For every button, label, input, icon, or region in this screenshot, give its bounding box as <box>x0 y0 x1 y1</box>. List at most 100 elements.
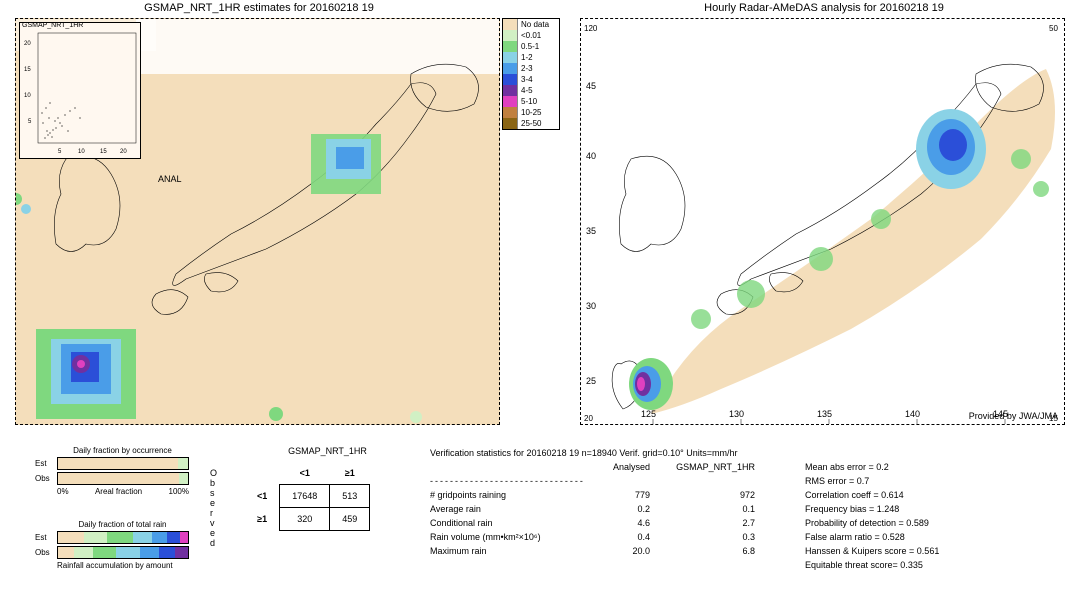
frac-occ-title: Daily fraction by occurrence <box>35 446 210 455</box>
bar-segment <box>58 473 179 484</box>
bar-row: Obs <box>35 472 210 485</box>
stacked-bar <box>57 457 189 470</box>
bar-segment <box>93 547 116 558</box>
stats-metric: Probability of detection = 0.589 <box>805 516 939 530</box>
svg-text:15: 15 <box>24 67 31 73</box>
svg-text:135: 135 <box>817 409 832 419</box>
bar-row-label: Obs <box>35 548 57 557</box>
left-map-title: GSMAP_NRT_1HR estimates for 20160218 19 <box>15 2 503 14</box>
ct-row2: ≥1 <box>245 508 280 531</box>
stats-metric: RMS error = 0.7 <box>805 474 939 488</box>
stats-row-g: 0.3 <box>650 530 755 544</box>
legend-row: 2-3 <box>503 63 559 74</box>
anal-label: ANAL <box>158 174 182 184</box>
observed-label: Observed <box>210 468 217 548</box>
frac-rain-footer: Rainfall accumulation by amount <box>57 561 210 570</box>
xtick: 125 <box>641 409 656 419</box>
legend-row: 4-5 <box>503 85 559 96</box>
ct-c10: 320 <box>280 508 330 531</box>
stats-metric: Hanssen & Kuipers score = 0.561 <box>805 544 939 558</box>
legend-swatch <box>503 63 518 74</box>
stats-metric: False alarm ratio = 0.528 <box>805 530 939 544</box>
bar-segment <box>133 532 151 543</box>
legend-row: 3-4 <box>503 74 559 85</box>
legend-label: 2-3 <box>518 64 533 73</box>
color-legend: No data<0.010.5-11-2 2-3 3-44-55-10 10-25 25… <box>502 18 560 130</box>
left-map-inset: GSMAP_NRT_1HR 20 15 10 5 5 10 15 20 <box>19 22 141 159</box>
left-map-panel: GSMAP_NRT_1HR 20 15 10 5 5 10 15 20 <box>15 18 500 425</box>
stats-row-a: 779 <box>585 488 650 502</box>
stats-row: Maximum rain20.06.8 <box>430 544 755 558</box>
svg-text:45: 45 <box>586 81 596 91</box>
bar-segment <box>58 458 178 469</box>
legend-row: 5-10 <box>503 96 559 107</box>
svg-text:140: 140 <box>905 409 920 419</box>
stats-dashes: ------------------------------- <box>430 474 755 488</box>
stats-metrics: Mean abs error = 0.2RMS error = 0.7Corre… <box>805 460 939 572</box>
stats-row-g: 6.8 <box>650 544 755 558</box>
legend-label: 25-50 <box>518 119 541 128</box>
bar-row: Est <box>35 531 210 544</box>
legend-swatch <box>503 41 518 52</box>
legend-row: 0.5-1 <box>503 41 559 52</box>
svg-text:10: 10 <box>78 149 85 155</box>
contingency-table: <1 ≥1 <1 17648 513 ≥1 320 459 <box>245 462 370 531</box>
bar-row: Obs <box>35 546 210 559</box>
legend-label: 3-4 <box>518 75 533 84</box>
bar-segment <box>180 532 188 543</box>
legend-label: No data <box>518 20 549 29</box>
stats-row-name: Rain volume (mm•km²×10⁶) <box>430 530 585 544</box>
axis-mid: Areal fraction <box>95 487 142 496</box>
right-map-title: Hourly Radar-AMeDAS analysis for 2016021… <box>580 2 1068 14</box>
svg-text:20: 20 <box>24 41 31 47</box>
stacked-bar <box>57 546 189 559</box>
stats-row-name: Conditional rain <box>430 516 585 530</box>
stats-row-g: 2.7 <box>650 516 755 530</box>
stats-row-name: Average rain <box>430 502 585 516</box>
axis-right: 100% <box>169 487 189 496</box>
bar-row-label: Est <box>35 459 57 468</box>
legend-row: 1-2 <box>503 52 559 63</box>
bar-row: Est <box>35 457 210 470</box>
bar-segment <box>175 547 188 558</box>
ct-c01: 513 <box>330 485 370 508</box>
bar-segment <box>179 473 188 484</box>
stats-col2: GSMAP_NRT_1HR <box>650 460 755 474</box>
stats-metric: Frequency bias = 1.248 <box>805 502 939 516</box>
legend-swatch <box>503 30 518 41</box>
ct-col1: <1 <box>280 462 330 485</box>
bar-row-label: Est <box>35 533 57 542</box>
svg-text:10: 10 <box>24 93 31 99</box>
bar-segment <box>84 532 107 543</box>
bar-segment <box>74 547 94 558</box>
right-map-panel: 125 130 135 140 145 45 40 35 30 25 20 50… <box>580 18 1065 425</box>
stats-col1: Analysed <box>585 460 650 474</box>
stats-metric: Equitable threat score= 0.335 <box>805 558 939 572</box>
ct-c11: 459 <box>330 508 370 531</box>
axis-left: 0% <box>57 487 69 496</box>
stats-row-a: 0.2 <box>585 502 650 516</box>
bar-segment <box>178 458 188 469</box>
stats-row-a: 0.4 <box>585 530 650 544</box>
legend-row: 10-25 <box>503 107 559 118</box>
legend-label: 10-25 <box>518 108 541 117</box>
bar-segment <box>159 547 175 558</box>
svg-text:20: 20 <box>120 149 127 155</box>
stats-metric: Mean abs error = 0.2 <box>805 460 939 474</box>
svg-text:40: 40 <box>586 151 596 161</box>
stats-row-name: Maximum rain <box>430 544 585 558</box>
stats-row-a: 20.0 <box>585 544 650 558</box>
svg-text:20: 20 <box>584 414 593 423</box>
svg-text:5: 5 <box>28 119 32 125</box>
bar-segment <box>152 532 168 543</box>
svg-text:5: 5 <box>58 149 62 155</box>
stats-metric: Correlation coeff = 0.614 <box>805 488 939 502</box>
ct-c00: 17648 <box>280 485 330 508</box>
legend-label: 1-2 <box>518 53 533 62</box>
legend-row: No data <box>503 19 559 30</box>
legend-row: <0.01 <box>503 30 559 41</box>
legend-label: 5-10 <box>518 97 537 106</box>
bar-segment <box>58 547 74 558</box>
bar-segment <box>116 547 139 558</box>
legend-swatch <box>503 85 518 96</box>
